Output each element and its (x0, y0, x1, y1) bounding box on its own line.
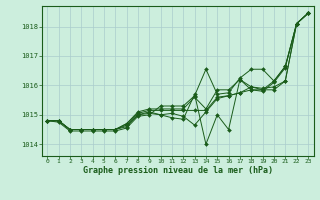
X-axis label: Graphe pression niveau de la mer (hPa): Graphe pression niveau de la mer (hPa) (83, 166, 273, 175)
